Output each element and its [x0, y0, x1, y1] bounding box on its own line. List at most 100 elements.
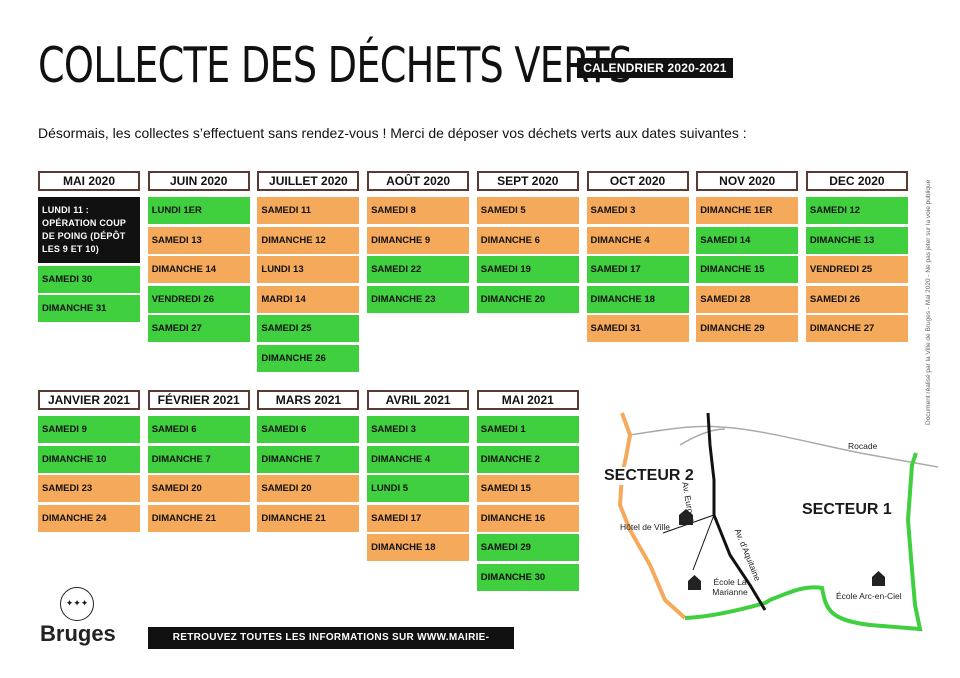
date-cell: DIMANCHE 4: [367, 445, 470, 473]
date-cell: SAMEDI 6: [257, 416, 360, 443]
month-column: DEC 2020 SAMEDI 12 DIMANCHE 13 VENDREDI 25 S…: [805, 171, 908, 342]
date-cell: DIMANCHE 14: [147, 256, 250, 283]
map-drawing: [617, 412, 939, 632]
date-cell: DIMANCHE 4: [586, 226, 689, 254]
date-cell: SAMEDI 31: [586, 315, 689, 342]
date-cell: SAMEDI 13: [147, 226, 250, 254]
ecole-arc-label: École Arc-en-Ciel: [836, 591, 902, 601]
date-cell: LUNDI 1ER: [147, 197, 250, 224]
date-cell: SAMEDI 9: [38, 416, 140, 443]
month-header: FÉVRIER 2021: [147, 390, 250, 410]
date-cell: DIMANCHE 10: [38, 445, 140, 473]
month-header: SEPT 2020: [476, 171, 579, 191]
month-column: SEPT 2020 SAMEDI 5 DIMANCHE 6 SAMEDI 19 DIMA…: [476, 171, 579, 313]
date-cell: DIMANCHE 27: [805, 315, 908, 342]
ecole-marianne-icon: [688, 575, 701, 590]
month-header: MAI 2020: [38, 171, 140, 191]
date-cell: VENDREDI 25: [805, 256, 908, 283]
date-cell: SAMEDI 22: [367, 256, 470, 283]
month-column: JUILLET 2020 SAMEDI 11 DIMANCHE 12 LUNDI 13…: [257, 171, 360, 372]
date-cell: DIMANCHE 1ER: [696, 197, 799, 224]
date-cell: DIMANCHE 26: [257, 344, 360, 372]
page-title: COLLECTE DES DÉCHETS VERTS: [38, 37, 633, 94]
date-cell: SAMEDI 11: [257, 197, 360, 224]
date-cell: SAMEDI 26: [805, 285, 908, 313]
date-cell: SAMEDI 5: [476, 197, 579, 224]
date-cell: DIMANCHE 30: [476, 563, 579, 591]
date-cell: DIMANCHE 15: [696, 256, 799, 283]
rocade-road: [629, 425, 939, 468]
sector-map: SECTEUR 2 SECTEUR 1 Rocade Av. Europe Av…: [590, 405, 939, 650]
date-cell: MARDI 14: [257, 285, 360, 313]
date-cell: DIMANCHE 7: [147, 445, 250, 473]
month-header: JUIN 2020: [147, 171, 250, 191]
side-road: [679, 428, 726, 446]
month-column: JUIN 2020 LUNDI 1ER SAMEDI 13 DIMANCHE 14 VE…: [147, 171, 250, 342]
ecole-marianne-label: École La Marianne: [712, 577, 748, 597]
month-header: OCT 2020: [586, 171, 689, 191]
date-cell: SAMEDI 6: [147, 416, 250, 443]
legal-note-text: Document réalisé par la Ville de Bruges …: [925, 179, 932, 425]
date-cell: SAMEDI 8: [367, 197, 470, 224]
date-cell: DIMANCHE 9: [367, 226, 470, 254]
date-cell: DIMANCHE 20: [476, 285, 579, 313]
month-column: AOÛT 2020 SAMEDI 8 DIMANCHE 9 SAMEDI 22 DIMA…: [367, 171, 470, 313]
secteur-2-boundary: [617, 412, 687, 620]
logo-text: Bruges: [40, 621, 116, 646]
legal-note: Document réalisé par la Ville de Bruges …: [925, 175, 939, 425]
month-header: JANVIER 2021: [38, 390, 140, 410]
date-cell: DIMANCHE 2: [476, 445, 579, 473]
date-cell: LUNDI 5: [367, 475, 470, 502]
date-cell: SAMEDI 17: [586, 256, 689, 283]
date-cell: DIMANCHE 12: [257, 226, 360, 254]
bruges-emblem-icon: ✦✦✦: [60, 587, 94, 621]
footer-info: RETROUVEZ TOUTES LES INFORMATIONS SUR WW…: [148, 627, 514, 665]
date-cell: SAMEDI 27: [147, 315, 250, 342]
month-column: NOV 2020 DIMANCHE 1ER SAMEDI 14 DIMANCHE 15…: [696, 171, 799, 342]
month-column: MAI 2021 SAMEDI 1 DIMANCHE 2 SAMEDI 15 DIMAN…: [476, 390, 579, 591]
secteur-1-boundary: [684, 452, 923, 632]
month-header: AVRIL 2021: [367, 390, 470, 410]
date-cell: VENDREDI 26: [147, 285, 250, 313]
date-cell: SAMEDI 3: [367, 416, 470, 443]
date-cell: DIMANCHE 29: [696, 315, 799, 342]
date-cell: DIMANCHE 7: [257, 445, 360, 473]
date-cell: DIMANCHE 23: [367, 285, 470, 313]
date-cell: SAMEDI 17: [367, 504, 470, 532]
month-column: JANVIER 2021 SAMEDI 9 DIMANCHE 10 SAMEDI 23…: [38, 390, 140, 532]
month-column: MARS 2021 SAMEDI 6 DIMANCHE 7 SAMEDI 20 DIMA…: [257, 390, 360, 532]
date-cell: SAMEDI 20: [257, 475, 360, 502]
rocade-label: Rocade: [848, 441, 878, 451]
month-header: AOÛT 2020: [367, 171, 470, 191]
date-cell: LUNDI 13: [257, 256, 360, 283]
date-cell: SAMEDI 23: [38, 475, 140, 502]
date-cell: DIMANCHE 31: [38, 295, 140, 322]
date-cell: SAMEDI 12: [805, 197, 908, 224]
month-header: MARS 2021: [257, 390, 360, 410]
month-header: NOV 2020: [696, 171, 799, 191]
date-cell: SAMEDI 25: [257, 315, 360, 342]
date-cell: DIMANCHE 18: [367, 534, 470, 561]
date-cell: SAMEDI 28: [696, 285, 799, 313]
date-cell: SAMEDI 3: [586, 197, 689, 224]
secteur-1-label: SECTEUR 1: [798, 501, 896, 519]
hotel-de-ville-label: Hôtel de Ville: [620, 522, 670, 532]
date-cell: SAMEDI 20: [147, 475, 250, 502]
date-cell: SAMEDI 15: [476, 475, 579, 502]
ecole-arc-icon: [872, 571, 885, 586]
date-cell: LUNDI 11 : OPÉRATION COUP DE POING (DÉPÔ…: [38, 197, 140, 263]
date-cell: SAMEDI 14: [696, 226, 799, 254]
date-cell: DIMANCHE 21: [257, 504, 360, 532]
date-cell: SAMEDI 19: [476, 256, 579, 283]
date-cell: DIMANCHE 13: [805, 226, 908, 254]
date-cell: DIMANCHE 6: [476, 226, 579, 254]
secteur-2-label: SECTEUR 2: [600, 467, 698, 485]
month-header: DEC 2020: [805, 171, 908, 191]
date-cell: DIMANCHE 24: [38, 504, 140, 532]
intro-text: Désormais, les collectes s’effectuent sa…: [38, 125, 747, 141]
month-column: FÉVRIER 2021 SAMEDI 6 DIMANCHE 7 SAMEDI 20 D…: [147, 390, 250, 532]
hotel-de-ville-icon: [679, 509, 693, 525]
month-column: MAI 2020 LUNDI 11 : OPÉRATION COUP DE POI…: [38, 171, 140, 322]
date-cell: DIMANCHE 18: [586, 285, 689, 313]
date-cell: DIMANCHE 16: [476, 504, 579, 532]
